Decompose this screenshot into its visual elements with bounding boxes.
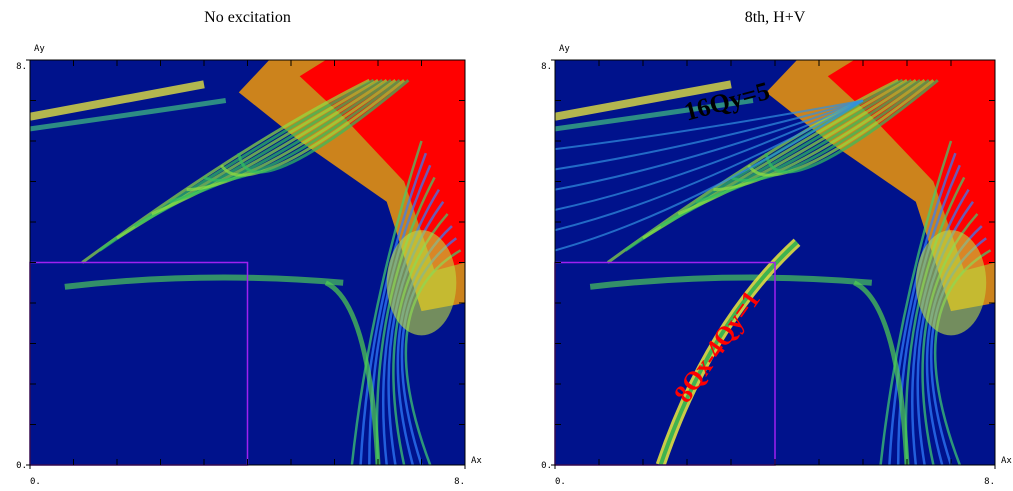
y-tick-label: 8. <box>16 62 27 72</box>
streak <box>382 188 440 465</box>
y-tick-label: 0. <box>541 461 552 471</box>
chart-title: No excitation <box>204 9 291 26</box>
streak <box>30 80 205 121</box>
streak <box>879 140 953 465</box>
streak <box>324 280 381 465</box>
streak <box>350 140 423 465</box>
x-tick-label: 0. <box>30 477 41 487</box>
streak <box>911 188 970 465</box>
streak <box>168 79 392 204</box>
streak <box>151 79 388 216</box>
green-island <box>386 230 457 336</box>
x-tick-label: 0. <box>555 477 566 487</box>
streak <box>695 79 922 204</box>
streak <box>713 79 926 192</box>
streak <box>555 99 864 232</box>
streak <box>359 152 428 465</box>
y-axis-label: Ay <box>34 44 45 54</box>
streak <box>589 274 873 290</box>
y-tick-label: 8. <box>541 62 552 72</box>
streak <box>555 99 864 252</box>
heatmap-image <box>555 60 995 465</box>
streak <box>555 80 732 121</box>
streak <box>220 79 406 177</box>
streak <box>30 98 227 132</box>
streak <box>888 152 957 465</box>
streak <box>730 79 930 182</box>
y-axis-label: Ay <box>559 44 570 54</box>
x-axis-label: Ax <box>471 456 482 466</box>
streak <box>677 78 917 216</box>
green-island <box>915 230 987 336</box>
streak <box>555 99 864 171</box>
streak <box>764 79 939 174</box>
y-tick-label: 0. <box>16 461 27 471</box>
streak <box>555 99 864 211</box>
streak <box>203 79 401 182</box>
streak <box>387 201 445 465</box>
streak <box>747 79 935 177</box>
x-tick-label: 8. <box>984 477 995 487</box>
streak <box>186 79 397 192</box>
streak <box>555 99 864 191</box>
streak <box>64 274 344 290</box>
streak <box>368 164 432 465</box>
chart-title: 8th, H+V <box>745 9 806 26</box>
heatmap-image <box>30 60 465 465</box>
streak <box>555 99 864 151</box>
streak <box>916 201 975 465</box>
streak <box>896 164 961 465</box>
streak <box>237 79 410 174</box>
x-tick-label: 8. <box>454 477 465 487</box>
streak <box>555 98 754 132</box>
x-axis-label: Ax <box>1001 456 1012 466</box>
streak <box>853 280 910 465</box>
